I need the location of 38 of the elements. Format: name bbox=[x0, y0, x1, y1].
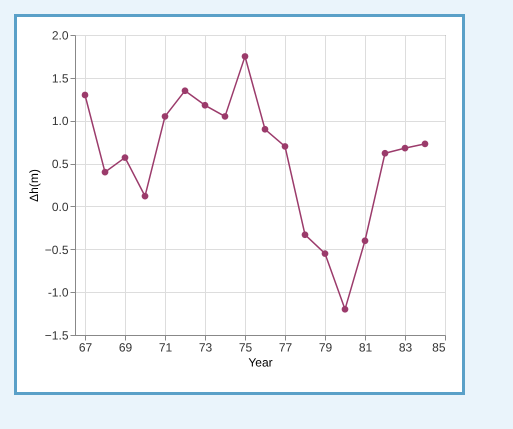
y-tick-label: −0.5 bbox=[44, 242, 69, 257]
point bbox=[142, 192, 148, 200]
point bbox=[202, 102, 208, 109]
point bbox=[222, 113, 228, 120]
point bbox=[122, 154, 128, 161]
y-tick-label: -1.0 bbox=[48, 286, 69, 300]
x-tick-label: 79 bbox=[318, 340, 332, 354]
point bbox=[282, 143, 288, 150]
x-axis-title: Year bbox=[248, 356, 273, 370]
point bbox=[242, 53, 248, 60]
point bbox=[162, 113, 168, 120]
y-tick-label: 0.5 bbox=[52, 157, 69, 172]
point bbox=[322, 250, 328, 257]
x-tick-label: 69 bbox=[118, 340, 132, 354]
point bbox=[382, 150, 388, 157]
y-tick-label: 0.0 bbox=[52, 200, 69, 214]
x-tick-label: 73 bbox=[198, 340, 212, 354]
x-tick-label: 67 bbox=[78, 340, 92, 354]
point bbox=[342, 306, 348, 313]
point bbox=[102, 168, 108, 176]
x-tick-label: 71 bbox=[158, 340, 172, 354]
x-tick-label: 81 bbox=[358, 340, 372, 354]
x-tick-label: 75 bbox=[238, 340, 252, 354]
y-tick-label: 1.5 bbox=[52, 71, 69, 86]
point bbox=[422, 140, 428, 148]
point bbox=[362, 237, 368, 244]
point bbox=[402, 144, 408, 152]
point bbox=[182, 87, 188, 94]
x-tick-label: 85 bbox=[432, 340, 446, 354]
y-tick-label: 2.0 bbox=[52, 28, 69, 42]
y-axis-title: Δh(m) bbox=[26, 169, 41, 202]
point bbox=[82, 92, 88, 98]
x-tick-label: 83 bbox=[398, 340, 412, 354]
point bbox=[302, 231, 308, 238]
y-tick-label: −1.5 bbox=[44, 328, 69, 342]
point bbox=[262, 126, 268, 133]
x-tick-label: 77 bbox=[278, 340, 292, 354]
y-tick-label: 1.0 bbox=[52, 114, 69, 128]
